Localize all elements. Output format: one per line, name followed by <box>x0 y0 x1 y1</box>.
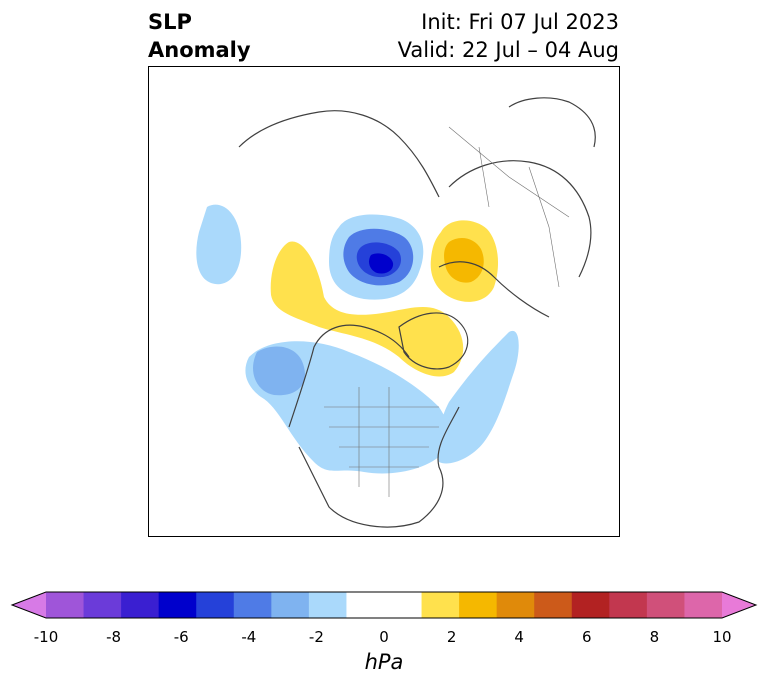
colorbar-tick-label: 2 <box>446 628 457 646</box>
valid-range: Valid: 22 Jul – 04 Aug <box>397 38 619 62</box>
colorbar-cell <box>684 592 723 618</box>
colorbar-cell <box>571 592 610 618</box>
title-left: SLP Anomaly <box>148 8 251 64</box>
colorbar-cell <box>609 592 648 618</box>
colorbar-tick-label: 8 <box>649 628 660 646</box>
colorbar-cell <box>459 592 498 618</box>
colorbar <box>10 591 758 619</box>
colorbar-cell <box>346 592 385 618</box>
colorbar-tick-label: 6 <box>582 628 592 646</box>
colorbar-tick-label: -6 <box>173 628 189 646</box>
anomaly-pos-siberia-core <box>444 237 484 283</box>
colorbar-tick-label: -4 <box>241 628 257 646</box>
colorbar-unit-label: hPa <box>364 650 404 674</box>
anomaly-neg-atlantic <box>437 330 519 464</box>
colorbar-cell <box>384 592 423 618</box>
colorbar-cell <box>496 592 535 618</box>
colorbar-extend-low <box>12 592 46 618</box>
colorbar-cell <box>46 592 85 618</box>
colorbar-extend-high <box>722 592 756 618</box>
colorbar-tick-label: -10 <box>33 628 59 646</box>
anomaly-pos-canada <box>270 241 464 377</box>
colorbar-cell <box>196 592 235 618</box>
colorbar-tick-label: -8 <box>106 628 122 646</box>
colorbar-cell <box>271 592 310 618</box>
colorbar-cell <box>308 592 347 618</box>
title-right: Init: Fri 07 Jul 2023 Valid: 22 Jul – 04… <box>398 8 619 64</box>
colorbar-cells <box>12 592 756 618</box>
colorbar-tick-label: 10 <box>712 628 732 646</box>
anomaly-neg-arctic-core <box>369 253 394 274</box>
map-panel <box>148 66 620 537</box>
colorbar-cell <box>534 592 573 618</box>
coastlines <box>238 97 596 528</box>
colorbar-cell <box>233 592 272 618</box>
anomaly-neg-pacific-west <box>196 204 242 285</box>
title-field: Anomaly <box>148 38 251 62</box>
colorbar-cell <box>83 592 122 618</box>
init-date: Init: Fri 07 Jul 2023 <box>421 10 619 34</box>
colorbar-cell <box>121 592 160 618</box>
colorbar-cell <box>421 592 460 618</box>
anomaly-map <box>196 97 596 528</box>
colorbar-tick-label: -2 <box>308 628 324 646</box>
colorbar-outline <box>10 591 758 619</box>
colorbar-tick-label: 4 <box>514 628 524 646</box>
borders <box>324 126 570 497</box>
colorbar-cell <box>158 592 197 618</box>
colorbar-tick-label: 0 <box>379 628 389 646</box>
anomaly-neg-pacific-core <box>253 346 305 396</box>
title-variable: SLP <box>148 10 192 34</box>
colorbar-cell <box>646 592 685 618</box>
